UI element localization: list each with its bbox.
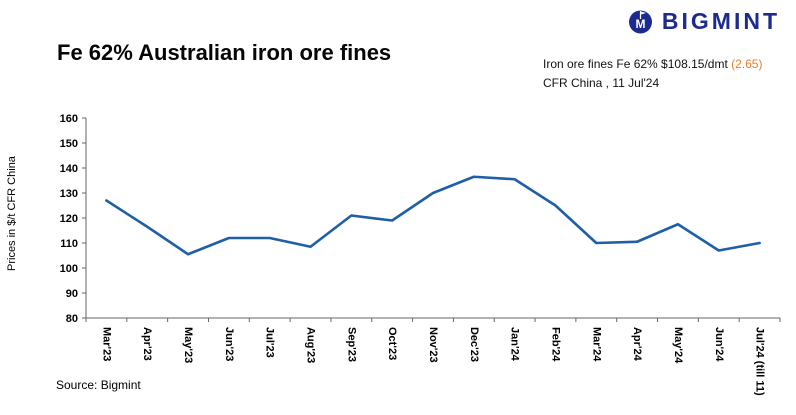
svg-text:Mar'24: Mar'24 bbox=[590, 327, 602, 362]
chart-title: Fe 62% Australian iron ore fines bbox=[57, 40, 392, 65]
svg-text:Jul'23: Jul'23 bbox=[264, 327, 276, 358]
price-line bbox=[105, 175, 761, 256]
svg-text:130: 130 bbox=[60, 188, 78, 200]
svg-text:May'23: May'23 bbox=[182, 327, 194, 363]
svg-text:Jun'24: Jun'24 bbox=[713, 327, 725, 362]
chart-area: 80 90 100 110 120 130 140 150 160 Mar'23 Apr'23 May… bbox=[40, 102, 786, 415]
svg-text:140: 140 bbox=[60, 163, 78, 175]
bigmint-circle-icon: M bbox=[628, 10, 652, 34]
svg-text:Apr'23: Apr'23 bbox=[141, 327, 153, 361]
svg-text:Apr'24: Apr'24 bbox=[631, 327, 643, 362]
svg-text:80: 80 bbox=[66, 313, 78, 325]
svg-text:Mar'23: Mar'23 bbox=[100, 327, 112, 361]
axes bbox=[85, 118, 780, 319]
svg-text:Jul'24 (till 11): Jul'24 (till 11) bbox=[754, 327, 766, 396]
y-axis-title: Prices in $/t CFR China bbox=[6, 156, 18, 272]
price-note-line1: Iron ore fines Fe 62% $108.15/dmt bbox=[543, 57, 732, 71]
svg-text:Dec'23: Dec'23 bbox=[468, 327, 480, 362]
svg-text:150: 150 bbox=[60, 138, 78, 150]
bigmint-logo: M BIGMINT bbox=[627, 8, 780, 35]
svg-text:May'24: May'24 bbox=[672, 327, 684, 364]
price-line-chart: 80 90 100 110 120 130 140 150 160 Mar'23 Apr'23 May… bbox=[60, 113, 781, 396]
svg-text:Sep'23: Sep'23 bbox=[345, 327, 357, 362]
svg-text:Aug'23: Aug'23 bbox=[305, 327, 317, 363]
svg-text:Oct'23: Oct'23 bbox=[386, 327, 398, 360]
svg-text:110: 110 bbox=[60, 238, 78, 250]
svg-text:160: 160 bbox=[60, 113, 78, 125]
source-label: Source: Bigmint bbox=[56, 378, 141, 392]
svg-text:Jan'24: Jan'24 bbox=[509, 327, 521, 362]
x-axis: Mar'23 Apr'23 May'23 Jun'23 Jul'23 Aug'23 Sep'… bbox=[85, 318, 781, 396]
y-axis: 80 90 100 110 120 130 140 150 160 bbox=[60, 113, 86, 325]
svg-text:M: M bbox=[635, 17, 645, 31]
price-note-line2: CFR China , 11 Jul'24 bbox=[543, 75, 660, 90]
svg-text:Jun'23: Jun'23 bbox=[223, 327, 235, 361]
svg-text:90: 90 bbox=[66, 288, 78, 300]
svg-text:Nov'23: Nov'23 bbox=[427, 327, 439, 363]
svg-text:Feb'24: Feb'24 bbox=[549, 327, 561, 362]
price-change-value: (2.65) bbox=[731, 57, 763, 71]
price-note: Iron ore fines Fe 62% $108.15/dmt (2.65)… bbox=[543, 55, 783, 92]
bigmint-logo-text: BIGMINT bbox=[661, 8, 780, 34]
svg-text:120: 120 bbox=[60, 213, 78, 225]
svg-text:100: 100 bbox=[60, 263, 78, 275]
